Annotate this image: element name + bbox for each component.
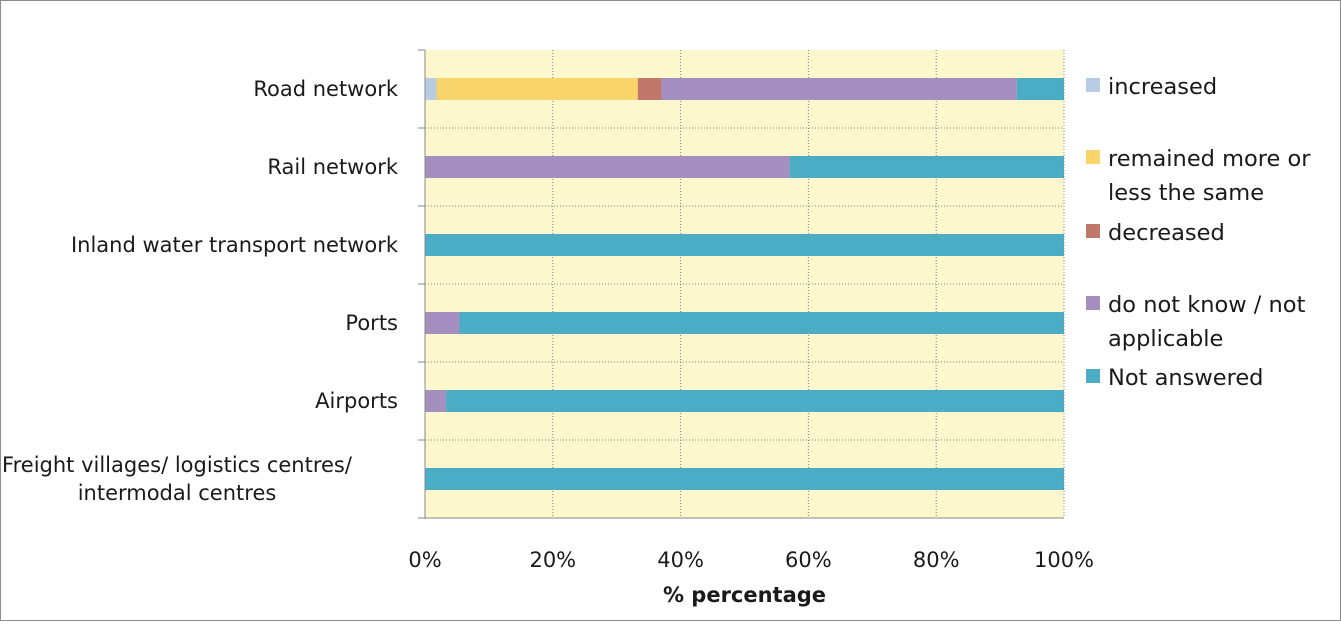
x-tick-label: 0%: [408, 548, 441, 572]
x-tick-label: 40%: [657, 548, 704, 572]
x-axis-title: % percentage: [663, 583, 826, 607]
category-label: Inland water transport network: [71, 233, 399, 257]
plot-area: [425, 50, 1064, 518]
bar-segment: [789, 156, 1064, 178]
legend-swatch: [1086, 296, 1100, 310]
category-label: Ports: [345, 311, 398, 335]
bar-segment: [661, 78, 1017, 100]
legend-label: remained more or: [1108, 146, 1311, 172]
bar-segment: [637, 78, 662, 100]
bar-segment: [425, 390, 447, 412]
bar-segment: [446, 390, 1064, 412]
bar-segment: [425, 468, 1064, 490]
category-label: intermodal centres: [78, 481, 277, 505]
category-label: Road network: [253, 77, 398, 101]
legend-swatch: [1086, 369, 1100, 383]
bar-segment: [425, 156, 790, 178]
legend-swatch: [1086, 224, 1100, 238]
legend-label: applicable: [1108, 326, 1223, 352]
x-tick-label: 100%: [1034, 548, 1094, 572]
bar-segment: [425, 234, 1064, 256]
bar-segment: [1016, 78, 1064, 100]
bar-segment: [425, 312, 460, 334]
legend-label: less the same: [1108, 180, 1264, 206]
category-label: Airports: [315, 389, 398, 413]
bar-segment: [459, 312, 1065, 334]
category-label: Freight villages/ logistics centres/: [2, 453, 353, 477]
category-label: Rail network: [267, 155, 398, 179]
legend-label: decreased: [1108, 220, 1225, 246]
legend-label: increased: [1108, 74, 1217, 100]
legend-label: do not know / not: [1108, 292, 1306, 318]
legend-swatch: [1086, 78, 1100, 92]
bar-segment: [436, 78, 638, 100]
x-tick-label: 60%: [785, 548, 832, 572]
x-tick-label: 80%: [913, 548, 960, 572]
legend-swatch: [1086, 150, 1100, 164]
legend-label: Not answered: [1108, 365, 1263, 391]
x-tick-label: 20%: [529, 548, 576, 572]
bar-segment: [425, 78, 437, 100]
